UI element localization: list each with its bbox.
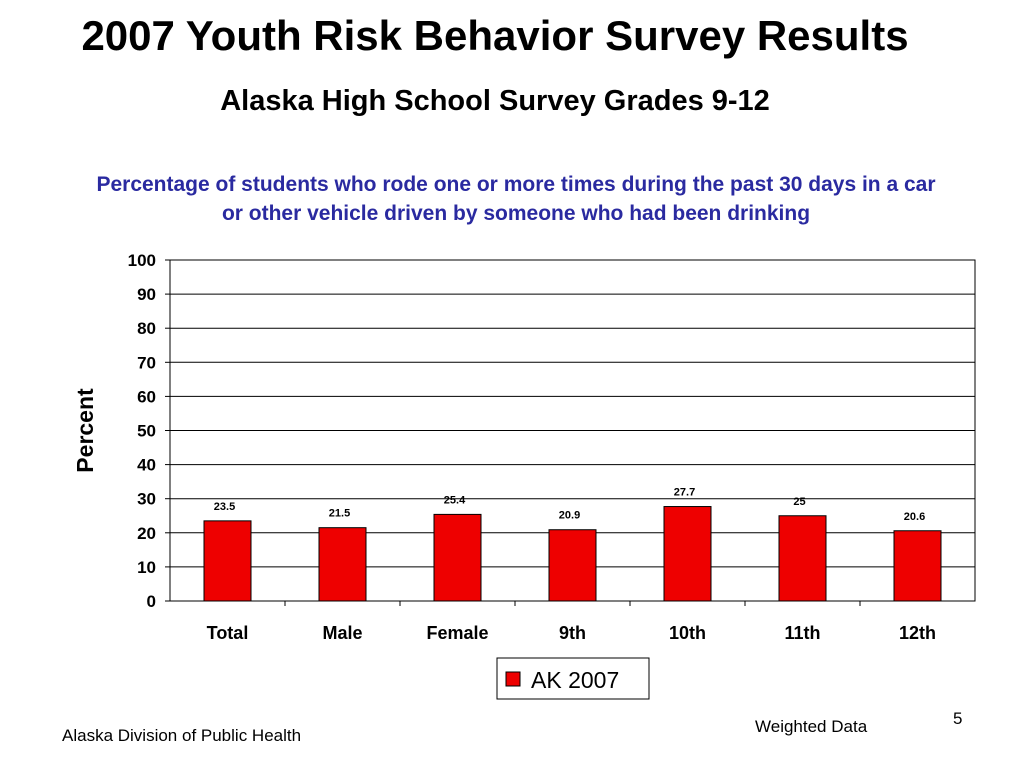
y-tick-label: 70 (137, 353, 156, 372)
y-tick-label: 60 (137, 387, 156, 406)
x-tick-label: Male (322, 623, 362, 643)
y-tick-label: 20 (137, 524, 156, 543)
slide-subtitle: Alaska High School Survey Grades 9-12 (220, 85, 770, 117)
bar-male (318, 527, 367, 602)
legend-swatch (505, 671, 521, 687)
y-tick-label: 80 (137, 319, 156, 338)
legend-box (496, 657, 650, 700)
data-label: 20.9 (559, 510, 580, 522)
x-tick-label: Total (207, 623, 249, 643)
x-tick-label: 11th (784, 623, 820, 643)
chart-title: Percentage of students who rode one or m… (96, 173, 936, 225)
bar-11th (778, 515, 827, 602)
x-tick-label: Female (426, 623, 488, 643)
slide-title: 2007 Youth Risk Behavior Survey Results (81, 12, 909, 59)
bar-female (433, 513, 482, 602)
x-tick-label: 12th (899, 623, 936, 643)
x-tick-label: 9th (559, 623, 586, 643)
data-label: 25 (793, 496, 805, 508)
data-label: 23.5 (214, 501, 235, 513)
y-tick-label: 10 (137, 558, 156, 577)
y-tick-label: 50 (137, 422, 156, 441)
y-tick-label: 40 (137, 456, 156, 475)
bar-10th (663, 506, 712, 602)
y-tick-label: 0 (147, 592, 156, 611)
data-label: 25.4 (444, 494, 466, 506)
y-axis-label: Percent (72, 388, 98, 473)
y-tick-label: 100 (128, 251, 156, 270)
bar-9th (548, 529, 597, 602)
y-tick-label: 30 (137, 490, 156, 509)
data-label: 27.7 (674, 487, 695, 499)
bar-12th (893, 530, 942, 602)
y-tick-label: 90 (137, 285, 156, 304)
weighted-data-note: Weighted Data (755, 717, 868, 736)
data-label: 20.6 (904, 511, 925, 523)
x-tick-label: 10th (669, 623, 706, 643)
bar-total (203, 520, 252, 602)
source-label: Alaska Division of Public Health (62, 726, 302, 745)
data-label: 21.5 (329, 508, 350, 520)
legend-label: AK 2007 (531, 667, 619, 693)
page-number: 5 (953, 709, 963, 728)
